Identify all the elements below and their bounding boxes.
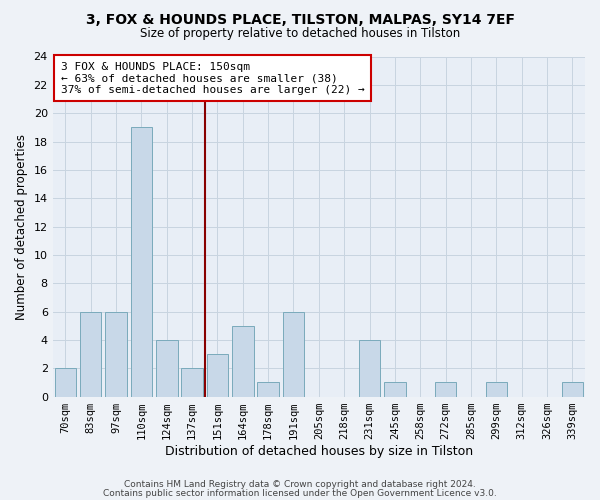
Bar bbox=[283, 312, 304, 396]
Bar bbox=[435, 382, 457, 396]
Bar bbox=[105, 312, 127, 396]
Bar bbox=[156, 340, 178, 396]
Bar bbox=[181, 368, 203, 396]
Bar bbox=[562, 382, 583, 396]
Text: 3 FOX & HOUNDS PLACE: 150sqm
← 63% of detached houses are smaller (38)
37% of se: 3 FOX & HOUNDS PLACE: 150sqm ← 63% of de… bbox=[61, 62, 364, 95]
Text: Contains HM Land Registry data © Crown copyright and database right 2024.: Contains HM Land Registry data © Crown c… bbox=[124, 480, 476, 489]
Bar bbox=[232, 326, 254, 396]
Text: Size of property relative to detached houses in Tilston: Size of property relative to detached ho… bbox=[140, 28, 460, 40]
X-axis label: Distribution of detached houses by size in Tilston: Distribution of detached houses by size … bbox=[165, 444, 473, 458]
Text: 3, FOX & HOUNDS PLACE, TILSTON, MALPAS, SY14 7EF: 3, FOX & HOUNDS PLACE, TILSTON, MALPAS, … bbox=[86, 12, 515, 26]
Bar bbox=[384, 382, 406, 396]
Bar bbox=[257, 382, 279, 396]
Y-axis label: Number of detached properties: Number of detached properties bbox=[15, 134, 28, 320]
Bar bbox=[55, 368, 76, 396]
Bar bbox=[131, 128, 152, 396]
Bar bbox=[80, 312, 101, 396]
Text: Contains public sector information licensed under the Open Government Licence v3: Contains public sector information licen… bbox=[103, 489, 497, 498]
Bar bbox=[359, 340, 380, 396]
Bar bbox=[206, 354, 228, 397]
Bar bbox=[485, 382, 507, 396]
